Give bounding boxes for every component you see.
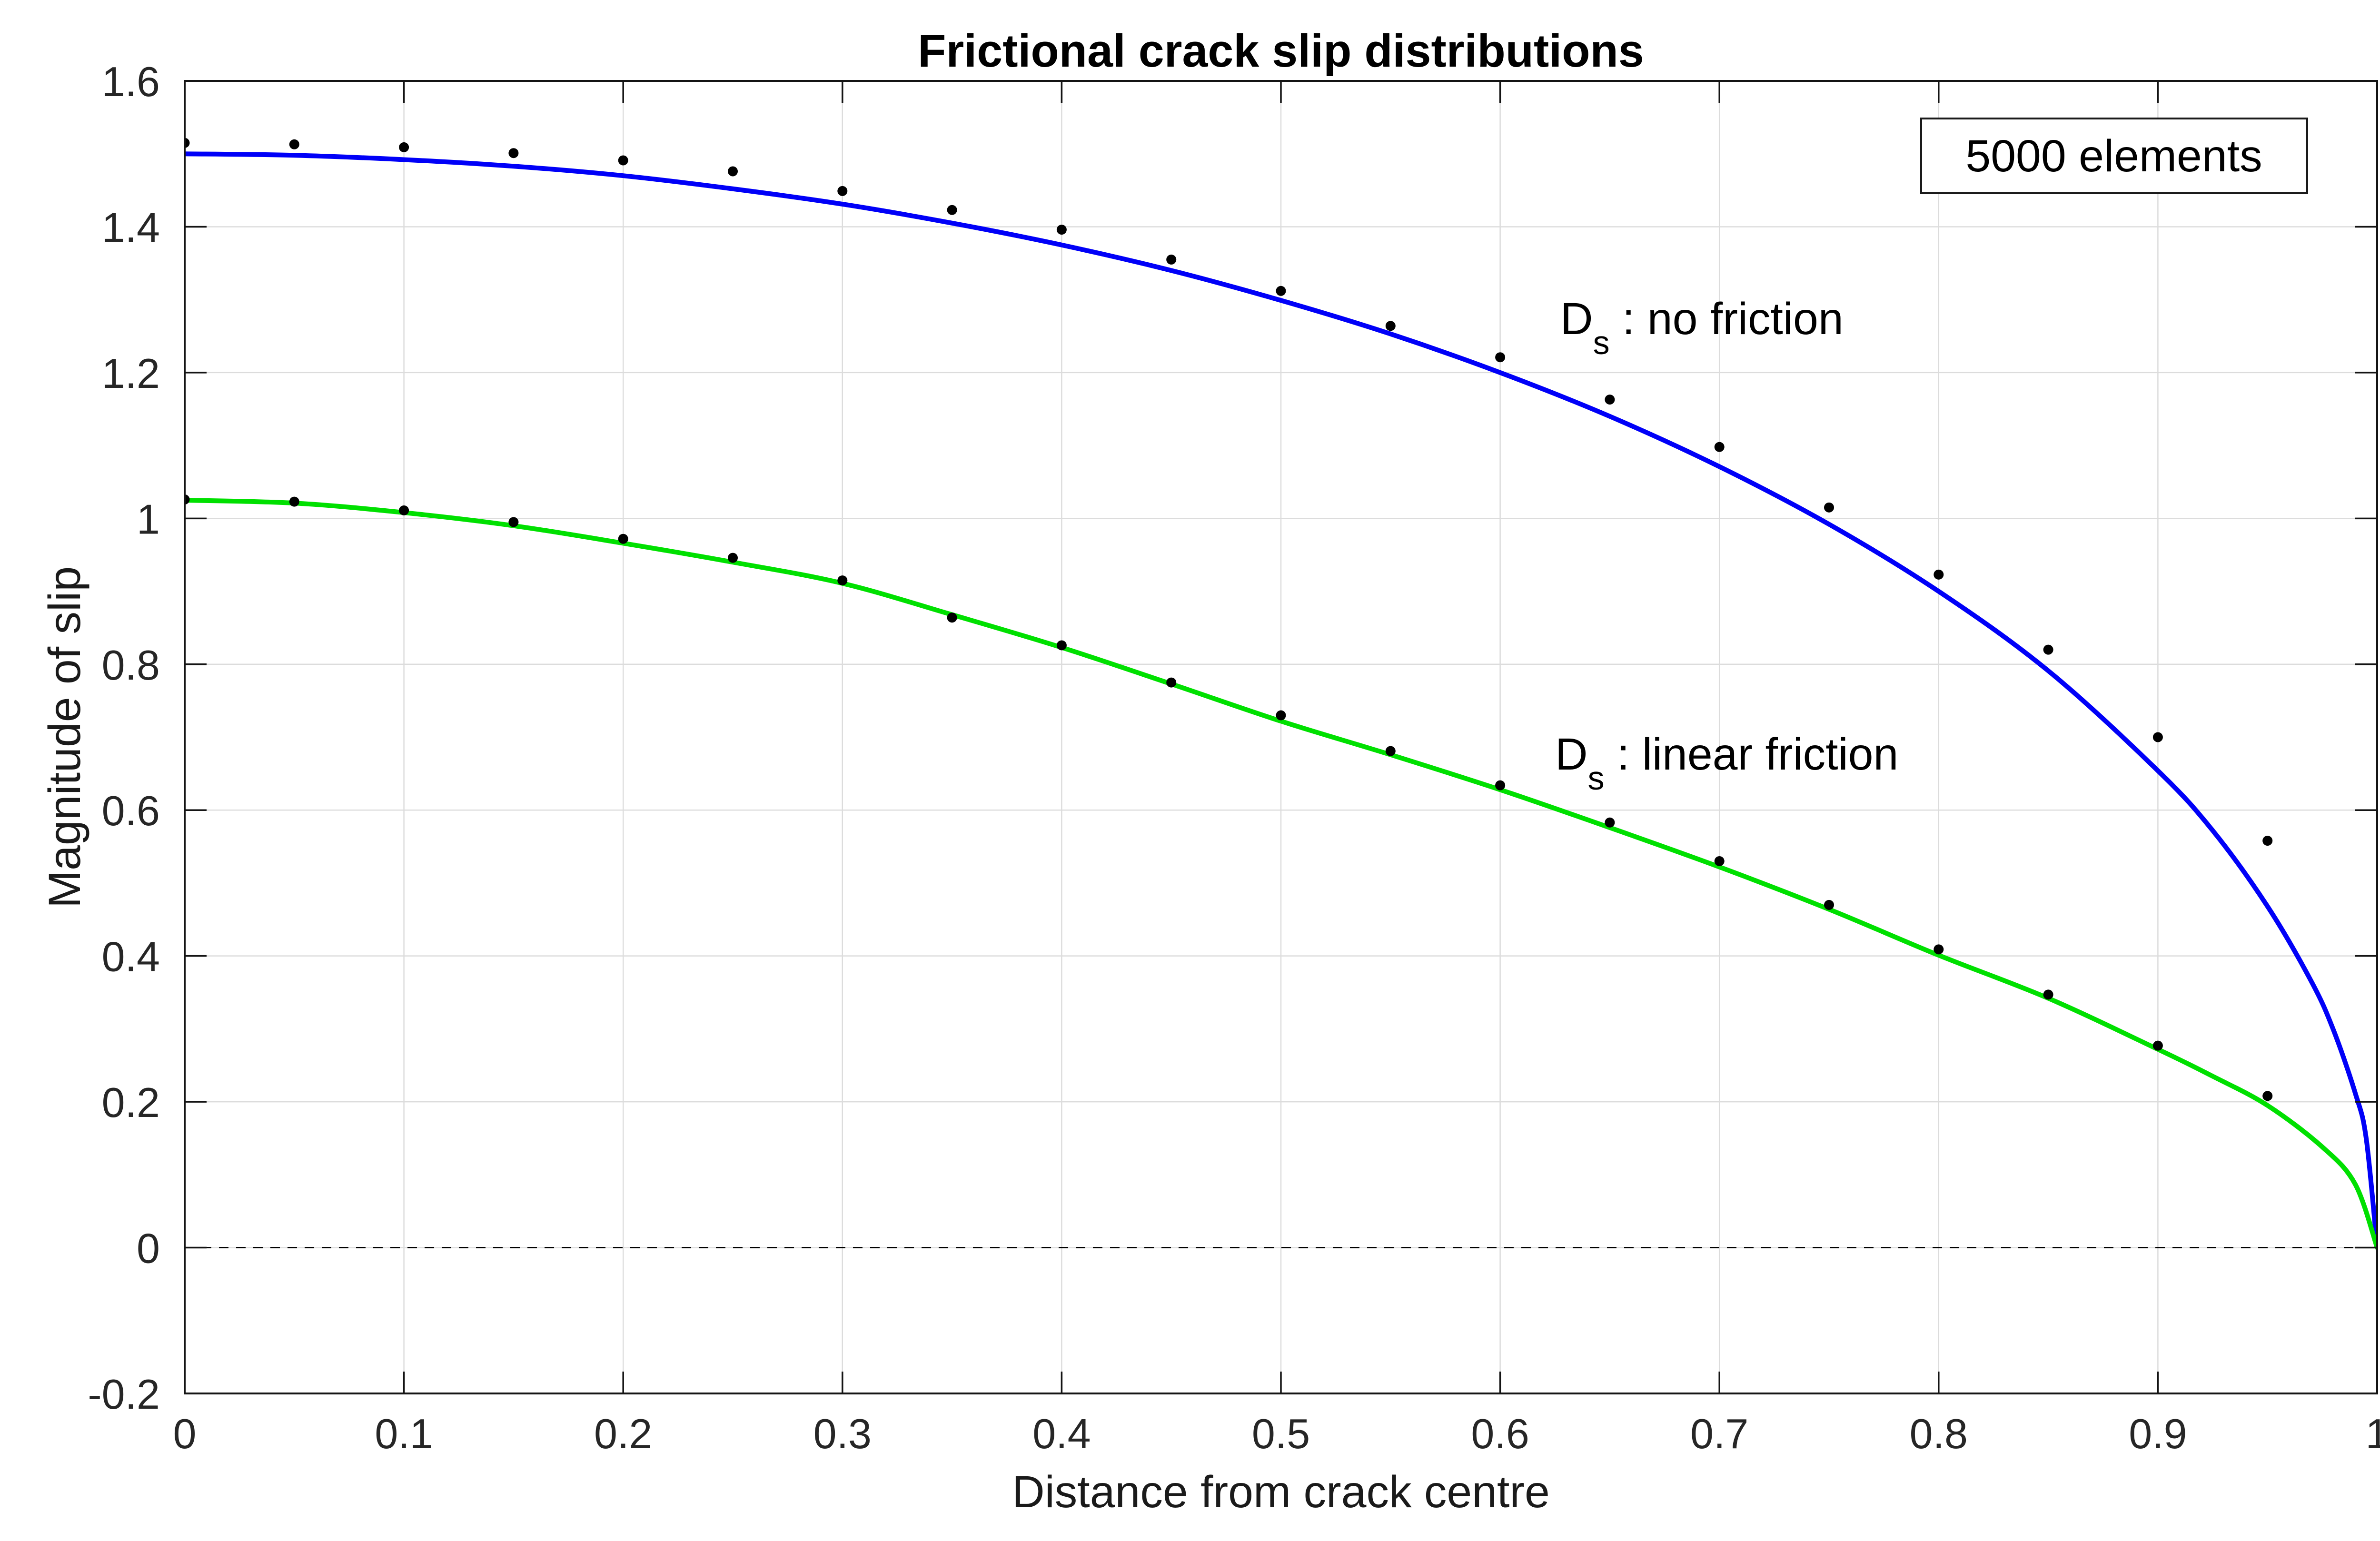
x-tick-label: 0.2 bbox=[594, 1410, 652, 1457]
marker-ds-numerical-linear-friction bbox=[947, 612, 957, 623]
x-axis-label: Distance from crack centre bbox=[1012, 1467, 1550, 1517]
marker-ds-numerical-linear-friction bbox=[1276, 710, 1286, 721]
gridlines bbox=[185, 81, 2377, 1393]
marker-ds-numerical-linear-friction bbox=[1714, 856, 1725, 866]
y-axis-label: Magnitude of slip bbox=[40, 566, 90, 908]
marker-ds-numerical-no-friction bbox=[2043, 644, 2053, 655]
annotation-linear-friction-text: : linear friction bbox=[1605, 729, 1899, 780]
annotation-no-friction: Ds : no friction bbox=[1560, 294, 1844, 361]
y-tick-label: 0 bbox=[137, 1225, 160, 1272]
marker-ds-numerical-linear-friction bbox=[1056, 640, 1067, 651]
legend-box-label: 5000 elements bbox=[1965, 131, 2262, 181]
marker-ds-numerical-linear-friction bbox=[399, 505, 409, 515]
marker-ds-numerical-no-friction bbox=[1605, 395, 1615, 405]
marker-ds-numerical-linear-friction bbox=[508, 517, 519, 527]
annotation-linear-friction-subscript: s bbox=[1588, 760, 1605, 797]
y-tick-label: 0.2 bbox=[102, 1079, 160, 1126]
marker-ds-numerical-linear-friction bbox=[2262, 1091, 2273, 1101]
marker-ds-numerical-linear-friction bbox=[728, 553, 738, 563]
marker-ds-numerical-linear-friction bbox=[1166, 677, 1177, 688]
marker-ds-numerical-no-friction bbox=[185, 138, 190, 148]
marker-ds-numerical-no-friction bbox=[399, 142, 409, 152]
annotation-no-friction-text: : no friction bbox=[1610, 294, 1844, 344]
marker-ds-numerical-no-friction bbox=[2262, 836, 2273, 846]
x-tick-labels: 0 0.1 0.2 0.3 0.4 0.5 0.6 0.7 0.8 0.9 1 bbox=[173, 1410, 2380, 1457]
marker-ds-numerical-linear-friction bbox=[1385, 746, 1396, 756]
annotation-linear-friction: Ds : linear friction bbox=[1555, 729, 1898, 797]
x-tick-label: 0.6 bbox=[1471, 1410, 1529, 1457]
x-tick-label: 0.3 bbox=[813, 1410, 872, 1457]
annotation-no-friction-subscript: s bbox=[1593, 324, 1610, 361]
y-tick-label: 1.2 bbox=[102, 350, 160, 397]
marker-ds-numerical-linear-friction bbox=[1934, 944, 1944, 955]
marker-ds-numerical-linear-friction bbox=[618, 533, 628, 544]
y-tick-label: 1.6 bbox=[102, 58, 160, 105]
marker-ds-numerical-no-friction bbox=[1276, 286, 1286, 296]
marker-ds-numerical-no-friction bbox=[508, 148, 519, 158]
y-tick-label: 1.4 bbox=[102, 204, 160, 251]
marker-ds-numerical-no-friction bbox=[837, 186, 848, 196]
y-tick-label: 0.6 bbox=[102, 787, 160, 834]
marker-ds-numerical-linear-friction bbox=[289, 496, 299, 507]
marker-ds-numerical-no-friction bbox=[1934, 569, 1944, 580]
marker-ds-numerical-linear-friction bbox=[185, 494, 190, 504]
marker-ds-numerical-no-friction bbox=[289, 139, 299, 149]
chart-title: Frictional crack slip distributions bbox=[918, 25, 1644, 77]
marker-ds-numerical-no-friction bbox=[2152, 732, 2163, 742]
curve-ds-analytic-no-friction bbox=[185, 151, 2377, 1250]
marker-ds-numerical-linear-friction bbox=[1824, 899, 1834, 910]
x-tick-label: 0.1 bbox=[375, 1410, 433, 1457]
marker-ds-numerical-linear-friction bbox=[837, 575, 848, 586]
marker-ds-numerical-linear-friction bbox=[1605, 817, 1615, 828]
annotation-no-friction-symbol: D bbox=[1560, 294, 1593, 344]
legend-box: 5000 elements bbox=[1920, 118, 2308, 194]
data-point-markers bbox=[185, 138, 2273, 1101]
x-tick-label: 0 bbox=[173, 1410, 197, 1457]
x-tick-label: 0.9 bbox=[2129, 1410, 2187, 1457]
x-tick-label: 1 bbox=[2366, 1410, 2380, 1457]
marker-ds-numerical-no-friction bbox=[618, 155, 628, 166]
marker-ds-numerical-no-friction bbox=[1824, 502, 1834, 513]
y-tick-label: 0.8 bbox=[102, 642, 160, 689]
marker-ds-numerical-no-friction bbox=[1056, 225, 1067, 235]
x-tick-label: 0.4 bbox=[1032, 1410, 1091, 1457]
marker-ds-numerical-linear-friction bbox=[2043, 989, 2053, 1000]
x-tick-label: 0.7 bbox=[1690, 1410, 1748, 1457]
y-tick-labels: -0.2 0 0.2 0.4 0.6 0.8 1 1.2 1.4 1.6 bbox=[88, 58, 160, 1418]
marker-ds-numerical-linear-friction bbox=[1495, 780, 1506, 790]
marker-ds-numerical-no-friction bbox=[1495, 352, 1506, 363]
legend-box-frame bbox=[1920, 118, 2308, 194]
x-tick-label: 0.5 bbox=[1252, 1410, 1310, 1457]
marker-ds-numerical-no-friction bbox=[947, 205, 957, 215]
marker-ds-numerical-no-friction bbox=[1166, 254, 1177, 265]
marker-ds-numerical-linear-friction bbox=[2152, 1040, 2163, 1051]
marker-ds-numerical-no-friction bbox=[1714, 442, 1725, 452]
y-tick-label: 1 bbox=[137, 495, 160, 543]
marker-ds-numerical-no-friction bbox=[1385, 321, 1396, 331]
y-tick-label: 0.4 bbox=[102, 933, 160, 980]
x-tick-label: 0.8 bbox=[1910, 1410, 1968, 1457]
annotation-linear-friction-symbol: D bbox=[1555, 729, 1588, 780]
marker-ds-numerical-no-friction bbox=[728, 166, 738, 177]
y-tick-label: -0.2 bbox=[88, 1371, 160, 1418]
axes-box bbox=[184, 80, 2378, 1394]
